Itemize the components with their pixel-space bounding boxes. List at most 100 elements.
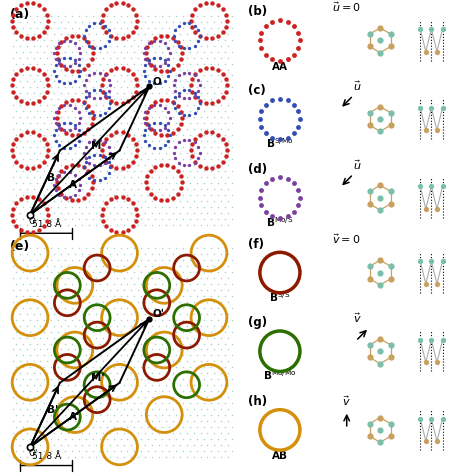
Point xyxy=(30,429,37,437)
Point xyxy=(110,268,118,276)
Point xyxy=(197,441,204,449)
Point xyxy=(85,113,93,121)
Point xyxy=(85,167,92,174)
Point xyxy=(85,286,93,294)
Point xyxy=(202,128,210,136)
Point xyxy=(200,191,208,199)
Point xyxy=(103,364,110,371)
Point xyxy=(156,54,164,62)
Point xyxy=(72,30,79,37)
Point xyxy=(131,108,138,115)
Point xyxy=(9,161,17,169)
Point xyxy=(164,32,171,39)
Point xyxy=(127,42,135,49)
Point xyxy=(148,346,155,353)
Point xyxy=(98,82,105,89)
Point xyxy=(79,370,86,377)
Point xyxy=(12,292,20,300)
Point xyxy=(75,175,83,183)
Point xyxy=(218,357,225,365)
Point xyxy=(23,286,30,294)
Point xyxy=(200,96,208,103)
Point xyxy=(221,83,228,91)
Point xyxy=(158,60,166,67)
Point xyxy=(141,78,149,85)
Point xyxy=(186,292,194,300)
Point xyxy=(141,161,149,169)
Point xyxy=(145,292,152,300)
Point xyxy=(102,222,109,230)
Point xyxy=(79,334,86,341)
Point xyxy=(44,17,52,25)
Point xyxy=(210,334,218,341)
Point xyxy=(218,149,225,157)
Point xyxy=(103,375,110,383)
Point xyxy=(141,346,149,353)
Point xyxy=(131,352,138,359)
Point xyxy=(51,125,58,133)
Point xyxy=(210,78,218,85)
Point xyxy=(47,447,55,455)
Point xyxy=(207,167,215,175)
Point xyxy=(162,173,170,181)
Point xyxy=(82,411,90,419)
Point xyxy=(225,429,232,437)
Point xyxy=(79,54,86,62)
Point xyxy=(72,262,79,270)
Point xyxy=(79,322,86,329)
Point xyxy=(194,76,202,83)
Point xyxy=(133,11,140,18)
Point xyxy=(169,66,176,73)
Point xyxy=(190,209,197,217)
Point xyxy=(35,162,43,169)
Point xyxy=(106,441,114,449)
Point xyxy=(68,364,75,371)
Point xyxy=(119,64,127,72)
Point xyxy=(79,393,86,401)
Point xyxy=(36,101,44,109)
Point xyxy=(64,298,72,306)
Point xyxy=(155,286,163,294)
Point xyxy=(85,149,93,157)
Point xyxy=(165,268,173,276)
Point xyxy=(16,42,23,49)
Point xyxy=(124,179,131,187)
Point xyxy=(57,38,65,46)
Point xyxy=(193,375,201,383)
Point xyxy=(110,244,118,252)
Point xyxy=(64,173,72,181)
Point xyxy=(117,316,124,323)
Point xyxy=(89,375,97,383)
Point xyxy=(173,24,180,32)
Point xyxy=(16,30,23,37)
Point xyxy=(82,179,90,187)
Point xyxy=(193,316,201,323)
Point xyxy=(183,393,191,401)
Point xyxy=(89,203,97,210)
Point xyxy=(85,190,92,198)
Point xyxy=(47,304,55,311)
Point xyxy=(190,262,197,270)
Point xyxy=(207,36,215,44)
Point xyxy=(210,125,218,133)
Point xyxy=(62,163,70,171)
Point xyxy=(148,221,155,228)
Point xyxy=(131,83,138,91)
Point xyxy=(268,175,276,183)
Point xyxy=(30,209,37,217)
Point xyxy=(196,82,203,89)
Point xyxy=(103,36,110,44)
Point xyxy=(221,316,228,323)
Point xyxy=(147,102,155,110)
Point xyxy=(221,203,228,210)
Point xyxy=(193,167,201,175)
Point xyxy=(120,405,128,413)
Point xyxy=(124,387,131,395)
Point xyxy=(148,286,155,294)
Point xyxy=(165,60,173,67)
Point xyxy=(141,393,149,401)
Point xyxy=(79,346,86,353)
Point xyxy=(173,268,180,276)
Point xyxy=(82,60,90,67)
Point xyxy=(40,12,48,19)
